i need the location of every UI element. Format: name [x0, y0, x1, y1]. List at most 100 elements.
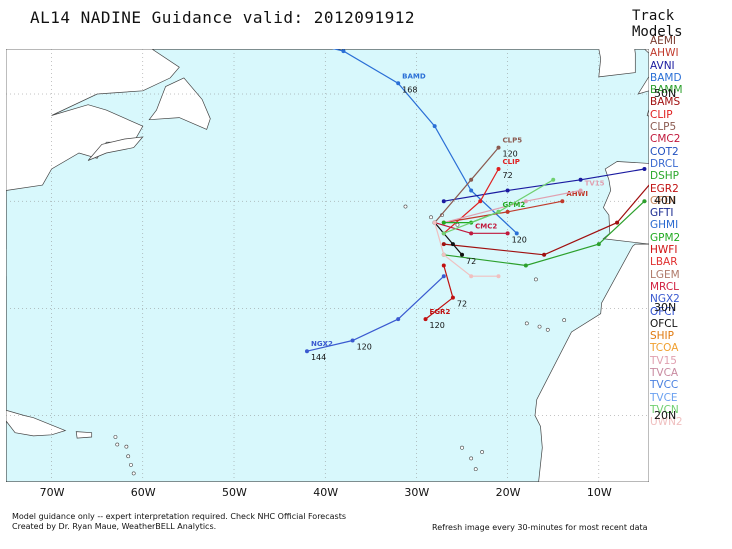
legend-item-clp5: CLP5 — [650, 121, 677, 134]
forecast-hour-label: 120 — [357, 343, 372, 352]
island-2 — [429, 215, 433, 220]
island-0 — [455, 222, 460, 227]
track-point-tvcn — [551, 177, 556, 182]
forecast-hour-label: 72 — [457, 300, 467, 309]
legend-item-clip: CLIP — [650, 108, 673, 121]
map: 168 BAMD AVNI 144 120 NGX2 120 72 EGR2 120 CLP5 72 C… — [6, 49, 649, 482]
legend-item-ofci: OFCI — [650, 305, 675, 318]
island-17 — [113, 435, 118, 439]
legend-item-tcoa: TCOA — [650, 342, 679, 355]
track-name-label: AVNI — [648, 158, 649, 166]
latitude-label: 40N — [654, 194, 677, 208]
track-name-label: GPM2 — [503, 201, 526, 209]
land-shape-2 — [148, 77, 211, 130]
track-point-uwn2 — [469, 274, 474, 279]
forecast-hour-label: 120 — [503, 150, 518, 159]
longitude-label: 60W — [130, 486, 156, 499]
legend-item-tvcc: TVCC — [650, 379, 679, 392]
track-point-tvcn — [441, 231, 446, 236]
legend-item-mrcl: MRCL — [650, 280, 680, 293]
legend-item-ghmi: GHMI — [650, 219, 679, 232]
track-point-bamm — [523, 263, 528, 268]
track-point-cmc2 — [505, 231, 510, 236]
track-point-tv15 — [523, 199, 528, 204]
legend-item-avni: AVNI — [650, 59, 675, 72]
track-point-egr2 — [450, 295, 455, 300]
legend: AEMI AHWI AVNI BAMD BAMM BAMS CLIP CLP5 CMC2 COT2… — [650, 35, 732, 429]
track-point-ngx2 — [304, 349, 309, 354]
legend-item-tvce: TVCE — [650, 391, 678, 404]
track-point-uwn2 — [441, 252, 446, 257]
track-bams — [443, 184, 649, 256]
track-point-bamm — [642, 199, 647, 204]
track-uwn2 — [434, 222, 499, 277]
legend-item-tv15: TV15 — [650, 354, 677, 367]
track-point-egr2 — [441, 263, 446, 268]
legend-item-hwfi: HWFI — [650, 244, 678, 257]
track-point-ofcl — [450, 242, 455, 247]
refresh-note: Refresh image every 30-minutes for most … — [432, 523, 648, 532]
track-name-label: AHWI — [566, 190, 588, 198]
legend-item-cot2: COT2 — [650, 145, 679, 158]
track-name-label: BAMD — [402, 72, 426, 80]
track-point-avni — [505, 188, 510, 193]
legend-item-bamm: BAMM — [650, 84, 683, 97]
track-point-clp5 — [469, 177, 474, 182]
track-name-label: CLP5 — [503, 137, 523, 145]
track-point-avni — [441, 199, 446, 204]
disclaimer: Model guidance only -- expert interpreta… — [12, 512, 346, 532]
legend-item-gfdi: GFDI — [650, 194, 676, 207]
legend-item-ahwi: AHWI — [650, 47, 679, 60]
island-15 — [126, 454, 131, 459]
latitude-label: 20N — [654, 408, 677, 422]
track-point-ofcl — [460, 252, 465, 257]
land-shape-8 — [598, 49, 636, 78]
legend-item-ofcl: OFCL — [650, 317, 678, 330]
island-4 — [534, 277, 538, 282]
track-point-bamd — [514, 231, 519, 236]
track-name-label: CLIP — [503, 158, 520, 166]
island-18 — [124, 444, 129, 449]
longitude-label: 20W — [495, 486, 521, 499]
island-6 — [545, 327, 550, 332]
forecast-hour-label: 144 — [311, 353, 326, 362]
credit-line: Created by Dr. Ryan Maue, WeatherBELL An… — [12, 522, 217, 531]
disclaimer-line-1: Model guidance only -- expert interpreta… — [12, 512, 346, 521]
legend-item-drcl: DRCL — [650, 157, 679, 170]
land-shape-6 — [602, 49, 649, 245]
legend-item-tvcn: TVCN — [650, 403, 679, 416]
longitude-label: 70W — [39, 486, 65, 499]
legend-title: Track Models — [632, 8, 683, 40]
island-13 — [131, 471, 136, 476]
island-9 — [469, 456, 474, 461]
track-bamm — [443, 200, 645, 267]
track-point-clip — [496, 167, 501, 172]
land-shape-4 — [6, 409, 67, 437]
longitude-label: 30W — [404, 486, 430, 499]
track-point-ahwi — [505, 209, 510, 214]
legend-item-lbar: LBAR — [650, 256, 678, 269]
track-point-bams — [615, 220, 620, 225]
legend-item-gfti: GFTI — [650, 207, 674, 220]
track-point-clip — [478, 199, 483, 204]
track-point-clp5 — [496, 145, 501, 150]
chart-title: AL14 NADINE Guidance valid: 2012091912 — [30, 8, 416, 27]
track-name-label: EGR2 — [430, 308, 451, 316]
track-ngx2 — [306, 275, 445, 352]
land-shape-9 — [637, 49, 649, 95]
legend-item-bams: BAMS — [650, 96, 681, 109]
land-shape-0 — [6, 49, 180, 191]
track-point-tvcn — [496, 209, 501, 214]
legend-item-ship: SHIP — [650, 330, 674, 343]
track-point-bams — [542, 252, 547, 257]
track-point-tv15 — [578, 188, 583, 193]
legend-item-cmc2: CMC2 — [650, 133, 681, 146]
legend-item-lgem: LGEM — [650, 268, 680, 281]
legend-item-tvca: TVCA — [650, 367, 679, 380]
legend-item-gpm2: GPM2 — [650, 231, 681, 244]
legend-item-uwn2: UWN2 — [650, 416, 683, 429]
track-point-bams — [441, 242, 446, 247]
latitude-label: 50N — [654, 87, 677, 100]
track-point-avni — [578, 177, 583, 182]
legend-item-ngx2: NGX2 — [650, 293, 680, 306]
